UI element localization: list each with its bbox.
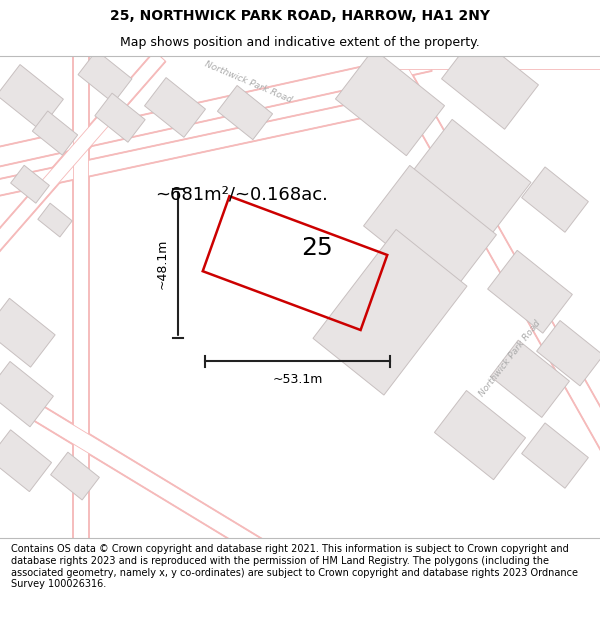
Polygon shape <box>335 49 445 156</box>
Polygon shape <box>38 203 72 237</box>
Polygon shape <box>0 361 53 427</box>
Polygon shape <box>380 51 600 451</box>
Polygon shape <box>0 89 422 198</box>
Text: ~48.1m: ~48.1m <box>155 238 169 289</box>
Polygon shape <box>521 423 589 488</box>
Polygon shape <box>32 111 77 155</box>
Text: Map shows position and indicative extent of the property.: Map shows position and indicative extent… <box>120 36 480 49</box>
Polygon shape <box>0 377 264 555</box>
Polygon shape <box>380 54 600 69</box>
Polygon shape <box>0 430 52 492</box>
Polygon shape <box>382 51 600 451</box>
Polygon shape <box>442 34 538 129</box>
Polygon shape <box>491 340 569 418</box>
Text: ~53.1m: ~53.1m <box>272 373 323 386</box>
Polygon shape <box>0 298 55 367</box>
Polygon shape <box>73 56 88 548</box>
Polygon shape <box>0 90 422 197</box>
Polygon shape <box>364 166 496 295</box>
Polygon shape <box>0 376 265 556</box>
Text: ~681m²/~0.168ac.: ~681m²/~0.168ac. <box>155 186 328 204</box>
Text: 25, NORTHWICK PARK ROAD, HARROW, HA1 2NY: 25, NORTHWICK PARK ROAD, HARROW, HA1 2NY <box>110 9 490 22</box>
Text: 25: 25 <box>301 236 333 260</box>
Polygon shape <box>0 52 432 168</box>
Polygon shape <box>313 229 467 395</box>
Polygon shape <box>0 64 64 130</box>
Polygon shape <box>521 167 589 232</box>
Polygon shape <box>409 119 531 239</box>
Polygon shape <box>78 51 132 103</box>
Polygon shape <box>488 251 572 333</box>
Polygon shape <box>536 321 600 386</box>
Polygon shape <box>50 452 100 500</box>
Polygon shape <box>145 78 205 138</box>
Polygon shape <box>434 391 526 480</box>
Polygon shape <box>0 51 166 256</box>
Polygon shape <box>0 51 165 256</box>
Polygon shape <box>95 93 145 142</box>
Text: Northwick Park Road: Northwick Park Road <box>478 319 542 398</box>
Text: Contains OS data © Crown copyright and database right 2021. This information is : Contains OS data © Crown copyright and d… <box>11 544 578 589</box>
Polygon shape <box>217 86 272 139</box>
Polygon shape <box>71 56 89 548</box>
Text: Northwick Park Road: Northwick Park Road <box>203 59 293 104</box>
Polygon shape <box>0 51 432 169</box>
Polygon shape <box>11 165 49 203</box>
